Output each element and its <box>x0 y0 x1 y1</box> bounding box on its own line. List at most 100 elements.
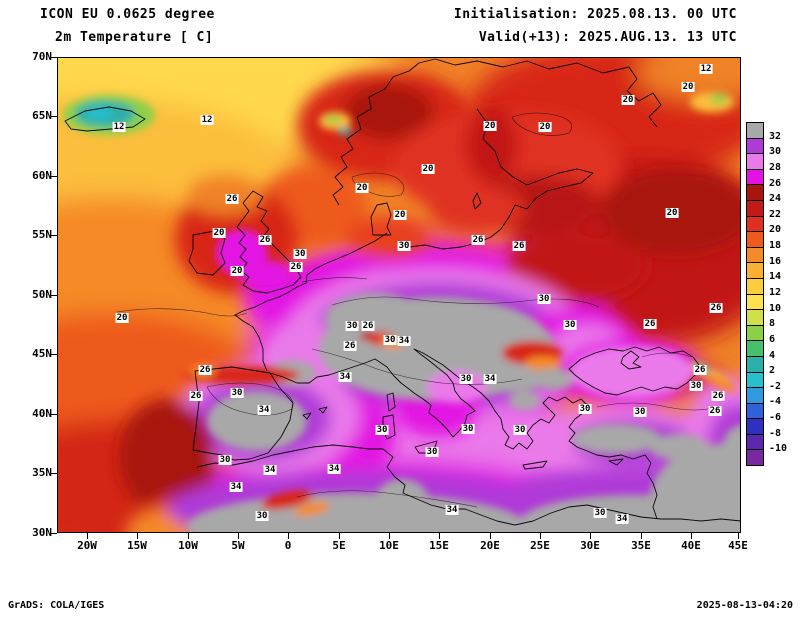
contour-label: 26 <box>709 303 723 313</box>
variable-title: 2m Temperature [ C] <box>55 30 214 45</box>
colorbar-cell <box>747 138 763 155</box>
lat-axis-tick <box>51 414 57 415</box>
contour-label: 26 <box>258 235 272 245</box>
lon-axis-label: 10E <box>379 539 399 552</box>
colorbar-value: 26 <box>769 177 782 189</box>
contour-label: 30 <box>513 425 527 435</box>
lon-axis-label: 15W <box>127 539 147 552</box>
contour-label: 26 <box>198 365 212 375</box>
lon-axis-tick <box>238 533 239 539</box>
lat-axis-tick <box>51 57 57 58</box>
lon-axis-tick <box>87 533 88 539</box>
colorbar-cell <box>747 310 763 326</box>
lat-axis-tick <box>51 473 57 474</box>
lat-axis-label: 45N <box>32 347 52 360</box>
lon-axis-label: 15E <box>429 539 449 552</box>
contour-label: 30 <box>537 294 551 304</box>
contour-label: 20 <box>355 183 369 193</box>
lon-axis-tick <box>188 533 189 539</box>
lon-axis-tick <box>339 533 340 539</box>
colorbar-value: 20 <box>769 224 782 236</box>
colorbar-value: 8 <box>769 318 776 330</box>
model-title: ICON EU 0.0625 degree <box>40 7 215 22</box>
lat-axis-tick <box>51 176 57 177</box>
contour-label: 26 <box>361 321 375 331</box>
temperature-field-canvas <box>57 57 741 533</box>
contour-label: 30 <box>689 381 703 391</box>
contour-label: 12 <box>200 115 214 125</box>
contour-label-layer: 12 12 20 12 20 20 20 20 20 20 26 20 26 20 26 30 20 30 26 26… <box>57 57 741 533</box>
contour-label: 34 <box>615 514 629 524</box>
contour-label: 34 <box>263 465 277 475</box>
contour-label: 30 <box>230 388 244 398</box>
lon-axis-tick <box>439 533 440 539</box>
lon-axis-label: 40E <box>681 539 701 552</box>
init-time: Initialisation: 2025.08.13. 00 UTC <box>453 7 737 22</box>
lon-axis-tick <box>288 533 289 539</box>
colorbar-value: 24 <box>769 193 782 205</box>
contour-label: 34 <box>257 405 271 415</box>
colorbar-value: 4 <box>769 349 776 361</box>
colorbar-value: 22 <box>769 208 782 220</box>
colorbar-cell <box>747 200 763 217</box>
colorbar-cell <box>747 294 763 311</box>
contour-label: 30 <box>397 241 411 251</box>
contour-label: 20 <box>421 164 435 174</box>
colorbar-value: 32 <box>769 130 782 142</box>
contour-label: 30 <box>425 447 439 457</box>
contour-label: 30 <box>593 508 607 518</box>
colorbar-value: 6 <box>769 333 776 345</box>
colorbar-value: 12 <box>769 287 782 298</box>
colorbar-cell <box>747 356 763 373</box>
colorbar-cell <box>747 450 763 466</box>
colorbar-value: -4 <box>769 396 782 408</box>
contour-label: 26 <box>512 241 526 251</box>
lat-axis-label: 70N <box>32 50 52 63</box>
lat-axis-label: 30N <box>32 526 52 539</box>
colorbar-cell <box>747 216 763 233</box>
lon-axis-tick <box>590 533 591 539</box>
contour-label: 34 <box>229 482 243 492</box>
colorbar-value: -10 <box>769 443 788 455</box>
lat-axis-label: 60N <box>32 169 52 182</box>
contour-label: 34 <box>483 374 497 384</box>
colorbar-cell <box>747 185 763 201</box>
colorbar-value: -6 <box>769 412 782 424</box>
contour-label: 12 <box>699 64 713 74</box>
lon-axis-tick <box>738 533 739 539</box>
plot-timestamp: 2025-08-13-04:20 <box>696 600 793 611</box>
contour-label: 26 <box>643 319 657 329</box>
colorbar-cell <box>747 278 763 295</box>
lat-axis-label: 35N <box>32 466 52 479</box>
contour-label: 34 <box>445 505 459 515</box>
contour-label: 26 <box>711 391 725 401</box>
colorbar-cell <box>747 325 763 342</box>
contour-label: 30 <box>459 374 473 384</box>
colorbar-cell <box>747 169 763 186</box>
contour-label: 26 <box>289 262 303 272</box>
contour-label: 34 <box>327 464 341 474</box>
colorbar-value: 16 <box>769 255 782 267</box>
contour-label: 34 <box>338 372 352 382</box>
contour-label: 20 <box>621 95 635 105</box>
contour-label: 30 <box>293 249 307 259</box>
lon-axis-label: 20E <box>480 539 500 552</box>
contour-label: 30 <box>375 425 389 435</box>
contour-label: 12 <box>112 122 126 132</box>
colorbar-value: -2 <box>769 380 782 392</box>
lon-axis-label: 5E <box>332 539 346 552</box>
contour-label: 20 <box>665 208 679 218</box>
lon-axis-tick <box>691 533 692 539</box>
lat-axis-label: 40N <box>32 407 52 420</box>
contour-label: 30 <box>461 424 475 434</box>
lon-axis-label: 10W <box>178 539 198 552</box>
contour-label: 30 <box>563 320 577 330</box>
contour-label: 26 <box>343 341 357 351</box>
map-border <box>57 57 741 533</box>
grads-credit: GrADS: COLA/IGES <box>8 600 105 611</box>
contour-label: 30 <box>345 321 359 331</box>
colorbar-cell <box>747 419 763 435</box>
contour-label: 26 <box>708 406 722 416</box>
lon-axis-tick <box>137 533 138 539</box>
